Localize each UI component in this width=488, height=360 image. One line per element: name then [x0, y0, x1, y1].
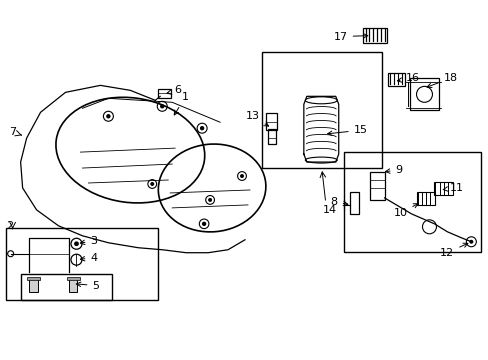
Circle shape	[468, 240, 472, 244]
Text: 16: 16	[397, 73, 419, 84]
Bar	[349, 192, 358, 214]
Bar	[6, 228, 158, 300]
Text: 4: 4	[80, 253, 98, 263]
Bar	[68, 278, 77, 292]
Text: 12: 12	[439, 243, 467, 258]
Bar	[433, 182, 452, 195]
Text: 13: 13	[245, 111, 268, 126]
Text: 18: 18	[426, 73, 457, 87]
Text: 3: 3	[80, 236, 97, 246]
Bar	[416, 192, 435, 205]
Text: 10: 10	[393, 204, 417, 218]
Bar	[265, 113, 276, 130]
Bar	[267, 129, 275, 144]
Bar	[262, 53, 381, 168]
Bar	[67, 276, 80, 280]
Text: 8: 8	[330, 197, 347, 207]
Bar	[27, 276, 40, 280]
Text: 1: 1	[174, 92, 188, 115]
Text: 15: 15	[327, 125, 367, 135]
Text: 14: 14	[322, 205, 336, 215]
Circle shape	[200, 126, 204, 130]
Bar	[158, 89, 171, 98]
Bar	[408, 78, 439, 110]
Circle shape	[150, 182, 154, 186]
Text: 7: 7	[9, 127, 16, 137]
Text: 17: 17	[333, 32, 367, 41]
Circle shape	[160, 104, 164, 108]
Circle shape	[202, 222, 206, 226]
Bar	[387, 73, 404, 86]
Circle shape	[106, 114, 110, 118]
Bar	[362, 28, 386, 42]
Text: 5: 5	[76, 280, 99, 291]
Text: 9: 9	[385, 165, 402, 175]
Circle shape	[74, 241, 79, 246]
Circle shape	[240, 174, 244, 178]
Bar	[20, 274, 112, 300]
Text: 2: 2	[6, 221, 13, 231]
Bar	[29, 278, 38, 292]
Bar	[369, 172, 384, 200]
Circle shape	[208, 198, 212, 202]
Bar	[343, 152, 480, 252]
Text: 11: 11	[442, 183, 463, 193]
Text: 6: 6	[166, 85, 181, 95]
